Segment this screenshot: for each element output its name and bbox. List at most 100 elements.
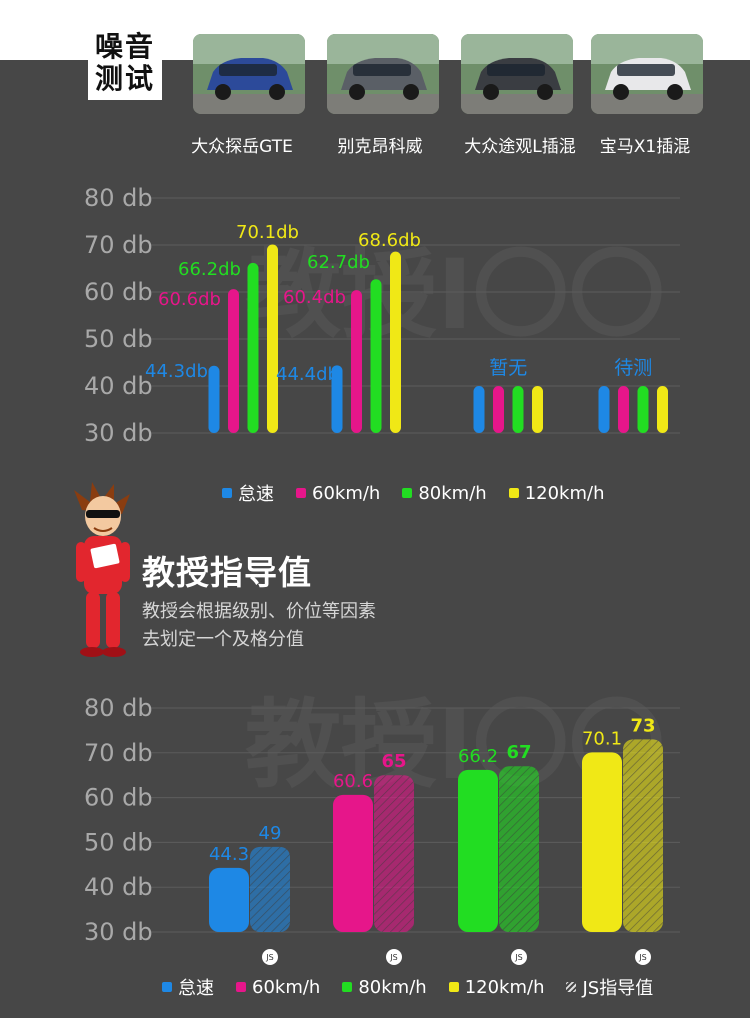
title-line-2: 测试: [94, 62, 155, 95]
data-label: 67: [506, 742, 531, 763]
car-label: 大众探岳GTE: [191, 137, 293, 157]
bar: [657, 386, 668, 433]
bar: [267, 244, 278, 433]
car-thumbnail: [193, 34, 305, 114]
y-tick-label: 80 db: [84, 694, 153, 722]
legend-chart-2: 怠速 60km/h 80km/h 120km/h JS指导值: [162, 974, 675, 1000]
legend-swatch: [222, 488, 232, 498]
js-badge-label: JS: [514, 953, 522, 962]
data-label: 44.4db: [276, 364, 339, 385]
title-line-1: 噪音: [94, 30, 155, 63]
legend-label: 120km/h: [464, 976, 545, 998]
group-note: 待测: [614, 357, 652, 379]
bar: [247, 262, 259, 433]
legend-label: 怠速: [178, 978, 214, 999]
car-label: 宝马X1插混: [599, 137, 691, 157]
legend-item: JS指导值: [566, 974, 653, 1000]
js-badge: [511, 949, 527, 965]
page-title: 噪音 测试: [88, 26, 162, 100]
car-thumbnail: [327, 34, 439, 114]
bar: [493, 386, 504, 433]
guide-desc-line-1: 教授会根据级别、价位等因素: [142, 601, 376, 622]
js-badge-label: JS: [638, 953, 646, 962]
legend-label: 80km/h: [418, 482, 487, 504]
legend-item: 60km/h: [296, 483, 380, 504]
bar: [618, 386, 629, 433]
guide-description: 教授会根据级别、价位等因素 去划定一个及格分值: [142, 598, 376, 654]
bar-actual: [333, 794, 373, 932]
legend-item: 120km/h: [508, 483, 604, 504]
js-badge: [262, 949, 278, 965]
professor-mascot: [70, 480, 136, 664]
legend-label: 怠速: [238, 484, 274, 505]
data-label: 60.6db: [158, 289, 221, 310]
noise-chart: 教授I〇〇 80 db 70 db 60 db 50 db 40 db 30 db 44.3d…: [84, 184, 680, 447]
legend-item: 80km/h: [402, 482, 487, 504]
bar: [390, 251, 401, 433]
car-label: 别克昂科威: [337, 137, 423, 157]
y-tick-label: 30 db: [84, 918, 153, 946]
legend-item: 80km/h: [342, 976, 427, 998]
bar: [208, 365, 220, 433]
legend-label: 80km/h: [358, 976, 427, 998]
data-label: 73: [630, 715, 655, 736]
y-tick-label: 40 db: [84, 873, 153, 901]
y-tick-label: 60 db: [84, 784, 153, 812]
bar-actual: [582, 752, 622, 932]
car-thumbnail: [461, 34, 573, 114]
y-tick-label: 40 db: [84, 372, 153, 400]
js-badge: [635, 949, 651, 965]
car-thumbnail: [591, 34, 703, 114]
legend-label: 60km/h: [252, 976, 321, 998]
guide-desc-line-2: 去划定一个及格分值: [142, 629, 304, 650]
legend-item: 120km/h: [448, 976, 545, 998]
y-tick-label: 70 db: [84, 231, 153, 259]
data-label: 70.1db: [236, 222, 299, 243]
data-label: 70.1: [582, 728, 622, 749]
js-badge: [386, 949, 402, 965]
bar-guide: [374, 775, 414, 932]
legend-item: 怠速: [222, 480, 274, 506]
legend-chart-1: 怠速 60km/h 80km/h 120km/h: [222, 480, 626, 506]
bar: [351, 290, 362, 433]
bar-guide: [499, 766, 539, 932]
legend-label: 60km/h: [312, 482, 381, 504]
bar: [512, 386, 524, 433]
data-label: 44.3: [209, 844, 249, 865]
bar-actual: [458, 769, 498, 932]
bar-guide: [250, 846, 290, 932]
data-label: 60.4db: [283, 287, 346, 308]
y-tick-label: 30 db: [84, 419, 153, 447]
legend-swatch: [162, 982, 172, 992]
y-tick-label: 50 db: [84, 325, 153, 353]
bar: [637, 386, 649, 433]
legend-item: 60km/h: [236, 977, 320, 998]
js-badge-label: JS: [389, 953, 397, 962]
watermark: 教授I〇〇: [245, 239, 665, 351]
data-label: 65: [381, 751, 406, 772]
bar: [370, 279, 382, 433]
legend-label: JS指导值: [582, 978, 654, 999]
legend-item: 怠速: [162, 974, 214, 1000]
car-label: 大众途观L插混: [464, 137, 576, 157]
legend-swatch: [296, 488, 306, 498]
legend-swatch: [508, 488, 519, 498]
data-label: 68.6db: [358, 230, 421, 251]
bar: [598, 386, 610, 433]
bar-actual: [209, 867, 249, 932]
y-tick-label: 80 db: [84, 184, 153, 212]
bar: [473, 386, 485, 433]
legend-swatch: [448, 982, 459, 992]
legend-swatch: [236, 982, 246, 992]
y-tick-label: 50 db: [84, 828, 153, 856]
data-label: 66.2db: [178, 259, 241, 280]
legend-swatch: [342, 982, 353, 992]
legend-swatch: [402, 488, 413, 498]
data-label: 49: [259, 823, 282, 844]
y-tick-label: 60 db: [84, 278, 153, 306]
bar: [331, 365, 343, 433]
data-label: 44.3db: [145, 361, 208, 382]
bar: [532, 386, 543, 433]
data-label: 62.7db: [307, 252, 370, 273]
